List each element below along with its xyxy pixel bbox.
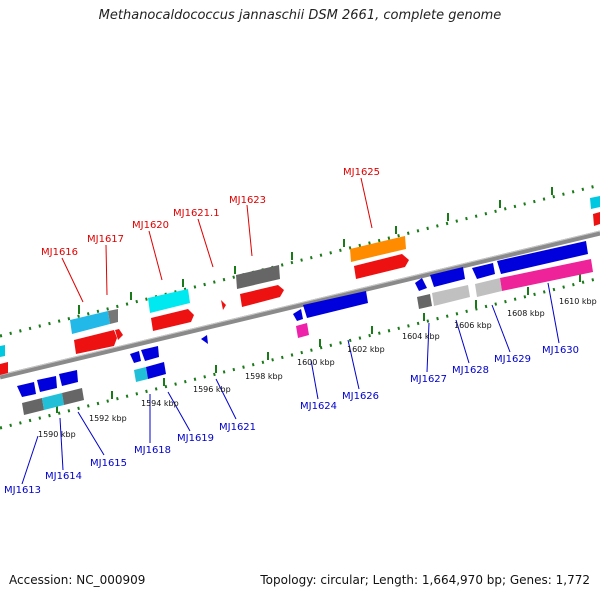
gene-label: MJ1627 — [410, 374, 447, 385]
gene-feature — [201, 335, 208, 344]
gene-label: MJ1614 — [45, 471, 82, 482]
reverse-strand-features — [17, 241, 593, 415]
gene-feature — [432, 285, 470, 306]
gene-feature — [115, 329, 123, 340]
forward-gene-labels: MJ1616 MJ1617 MJ1620 MJ1621.1 MJ1623 MJ1… — [41, 167, 380, 258]
gene-feature — [497, 241, 588, 274]
gene-feature — [134, 367, 148, 382]
kbp-label: 1596 kbp — [193, 385, 231, 394]
gene-label: MJ1629 — [494, 354, 531, 365]
gene-label: MJ1621 — [219, 422, 256, 433]
gene-feature — [350, 236, 406, 262]
gene-label: MJ1617 — [87, 234, 124, 245]
gene-feature — [146, 362, 166, 379]
gene-feature — [236, 265, 280, 289]
kbp-label: 1592 kbp — [89, 414, 127, 423]
kbp-label: 1600 kbp — [297, 358, 335, 367]
gene-label: MJ1620 — [132, 220, 169, 231]
gene-feature — [108, 309, 118, 324]
kbp-label: 1608 kbp — [507, 309, 545, 318]
gene-label: MJ1616 — [41, 247, 78, 258]
gene-feature — [130, 351, 141, 363]
gene-feature — [415, 278, 427, 291]
gene-label: MJ1615 — [90, 458, 127, 469]
scale-labels: 1590 kbp 1592 kbp 1594 kbp 1596 kbp 1598… — [38, 297, 597, 439]
gene-feature — [59, 370, 78, 386]
gene-feature — [593, 212, 600, 226]
accession-label: Accession: NC_000909 — [9, 573, 146, 587]
gene-label: MJ1619 — [177, 433, 214, 444]
label-leaders — [21, 177, 560, 485]
gene-feature — [141, 346, 159, 361]
gene-label: MJ1628 — [452, 365, 489, 376]
gene-feature — [472, 263, 495, 279]
gene-feature — [500, 259, 593, 291]
gene-label: MJ1626 — [342, 391, 379, 402]
gene-feature — [296, 323, 309, 338]
kbp-label: 1602 kbp — [347, 345, 385, 354]
gene-feature — [70, 311, 110, 334]
gene-label: MJ1630 — [542, 345, 579, 356]
gene-feature — [354, 254, 409, 279]
gene-feature — [221, 300, 226, 310]
gene-feature — [42, 393, 64, 410]
gene-feature — [17, 382, 36, 397]
genome-backbone — [0, 230, 600, 380]
page-title: Methanocaldococcus jannaschii DSM 2661, … — [98, 8, 502, 23]
gene-label: MJ1624 — [300, 401, 337, 412]
gene-feature — [475, 278, 502, 297]
gene-feature — [22, 398, 44, 415]
kbp-label: 1594 kbp — [141, 399, 179, 408]
reverse-gene-labels: MJ1613 MJ1614 MJ1615 MJ1618 MJ1619 MJ162… — [4, 345, 579, 496]
gene-feature — [74, 330, 117, 354]
gene-label: MJ1618 — [134, 445, 171, 456]
gene-feature — [590, 196, 600, 209]
gene-feature — [37, 376, 57, 392]
gene-feature — [240, 285, 284, 307]
kbp-label: 1610 kbp — [559, 297, 597, 306]
gene-feature — [151, 309, 194, 331]
gene-feature — [303, 291, 368, 318]
gene-feature — [430, 267, 465, 287]
gene-label: MJ1613 — [4, 485, 41, 496]
gene-feature — [62, 388, 84, 405]
kbp-label: 1590 kbp — [38, 430, 76, 439]
gene-label: MJ1625 — [343, 167, 380, 178]
gene-label: MJ1621.1 — [173, 208, 220, 219]
gene-feature — [417, 294, 432, 309]
gene-label: MJ1623 — [229, 195, 266, 206]
kbp-label: 1598 kbp — [245, 372, 283, 381]
gene-feature — [293, 309, 303, 321]
gene-feature — [0, 362, 8, 375]
forward-strand-features — [0, 196, 600, 375]
gene-feature — [0, 345, 5, 357]
kbp-label: 1606 kbp — [454, 321, 492, 330]
kbp-label: 1604 kbp — [402, 332, 440, 341]
genome-summary: Topology: circular; Length: 1,664,970 bp… — [260, 573, 590, 587]
gene-feature — [148, 289, 190, 313]
